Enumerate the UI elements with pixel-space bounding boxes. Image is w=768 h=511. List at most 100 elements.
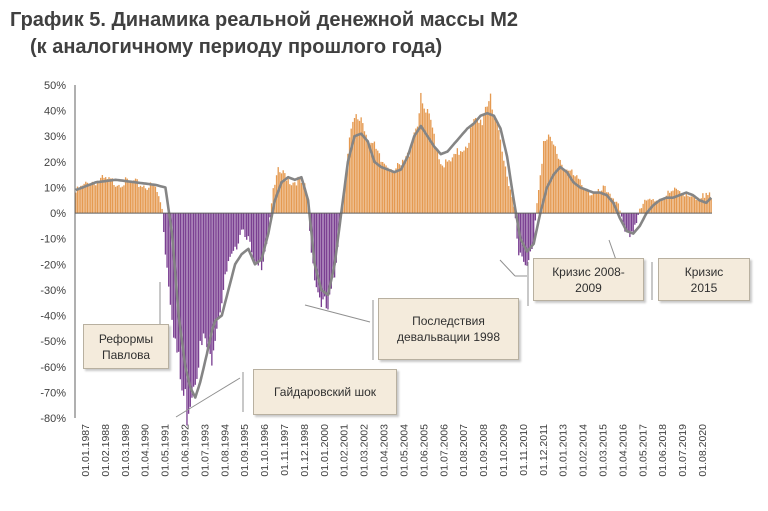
bar bbox=[96, 180, 99, 214]
bar bbox=[674, 187, 676, 214]
y-tick-label: -80% bbox=[40, 413, 66, 425]
bar bbox=[367, 143, 369, 214]
chart-title: График 5. Динамика реальной денежной мас… bbox=[10, 9, 519, 31]
bar bbox=[635, 213, 638, 224]
bar bbox=[440, 164, 442, 214]
bar bbox=[466, 147, 468, 214]
bar bbox=[88, 185, 90, 214]
bar bbox=[322, 213, 324, 300]
bar bbox=[488, 101, 490, 214]
bar bbox=[489, 93, 492, 214]
bar bbox=[420, 92, 422, 214]
bar bbox=[118, 184, 120, 214]
bar bbox=[234, 213, 236, 247]
bar bbox=[141, 186, 143, 214]
bar bbox=[660, 200, 663, 214]
bar bbox=[146, 189, 148, 214]
bar bbox=[380, 161, 382, 214]
bar bbox=[610, 197, 613, 214]
bar bbox=[678, 191, 681, 214]
bar bbox=[436, 148, 439, 214]
bar bbox=[479, 119, 482, 214]
bar bbox=[255, 213, 258, 262]
bar bbox=[400, 165, 402, 214]
bar bbox=[458, 154, 460, 214]
bar bbox=[387, 167, 389, 214]
bar bbox=[664, 198, 666, 214]
bar bbox=[396, 163, 399, 214]
bar bbox=[368, 144, 371, 214]
bar bbox=[78, 189, 80, 214]
bar bbox=[197, 213, 200, 368]
bar bbox=[662, 199, 664, 214]
bar bbox=[154, 186, 157, 214]
bar bbox=[95, 185, 97, 214]
bar bbox=[323, 213, 326, 297]
bar bbox=[639, 208, 641, 214]
bar bbox=[345, 171, 347, 214]
bar bbox=[534, 213, 536, 221]
bar bbox=[211, 213, 213, 366]
bar bbox=[358, 120, 361, 214]
bar bbox=[207, 213, 210, 343]
bar bbox=[131, 181, 133, 214]
bar bbox=[503, 160, 505, 214]
bar bbox=[687, 195, 689, 214]
bar bbox=[486, 106, 488, 214]
bar bbox=[682, 193, 684, 214]
bar bbox=[581, 185, 583, 214]
bar bbox=[680, 195, 682, 214]
bar bbox=[542, 141, 545, 214]
bar bbox=[242, 213, 245, 230]
bar bbox=[252, 213, 254, 259]
bar bbox=[617, 203, 619, 214]
bar bbox=[481, 125, 483, 214]
bar bbox=[360, 117, 362, 214]
bar bbox=[697, 197, 699, 214]
bar bbox=[81, 185, 84, 214]
bar bbox=[572, 175, 575, 214]
bar bbox=[526, 213, 528, 266]
bar bbox=[546, 139, 548, 214]
bar bbox=[539, 175, 541, 214]
bar bbox=[476, 119, 478, 214]
y-axis: 50% 40% 30% 20% 10% 0% -10% -20% -30% -40% -50% -60… bbox=[40, 80, 76, 425]
bar bbox=[669, 192, 671, 214]
bar bbox=[289, 184, 291, 214]
line-path bbox=[75, 111, 713, 399]
bar bbox=[332, 213, 334, 278]
bar bbox=[675, 188, 677, 214]
bar bbox=[562, 169, 565, 214]
bar bbox=[164, 213, 167, 255]
bar bbox=[536, 203, 538, 214]
bar bbox=[451, 157, 454, 214]
bar bbox=[124, 177, 127, 214]
x-tick-label: 01.06.1992 bbox=[180, 424, 192, 477]
bar bbox=[567, 170, 570, 214]
bar bbox=[257, 213, 259, 266]
bar bbox=[592, 191, 595, 214]
bar bbox=[443, 167, 445, 214]
x-tick-label: 01.07.1993 bbox=[199, 424, 211, 477]
bar bbox=[708, 192, 711, 214]
y-tick-label: 0% bbox=[50, 208, 66, 220]
bar bbox=[232, 213, 235, 251]
bar bbox=[217, 213, 220, 320]
bar bbox=[179, 213, 182, 380]
bar bbox=[599, 192, 601, 214]
bar bbox=[237, 213, 240, 244]
bar bbox=[292, 182, 294, 214]
bar bbox=[640, 208, 643, 214]
x-tick-label: 01.07.2019 bbox=[677, 424, 689, 477]
bar bbox=[484, 106, 487, 214]
bar bbox=[383, 163, 386, 214]
bar bbox=[411, 143, 414, 214]
bar bbox=[100, 177, 102, 214]
y-tick-label: 50% bbox=[44, 80, 66, 92]
x-tick-label: 01.06.2005 bbox=[418, 424, 430, 477]
bar bbox=[158, 196, 160, 214]
x-tick-label: 01.01.2000 bbox=[319, 424, 331, 477]
bar bbox=[226, 213, 228, 272]
x-tick-label: 01.05.2017 bbox=[637, 424, 649, 477]
